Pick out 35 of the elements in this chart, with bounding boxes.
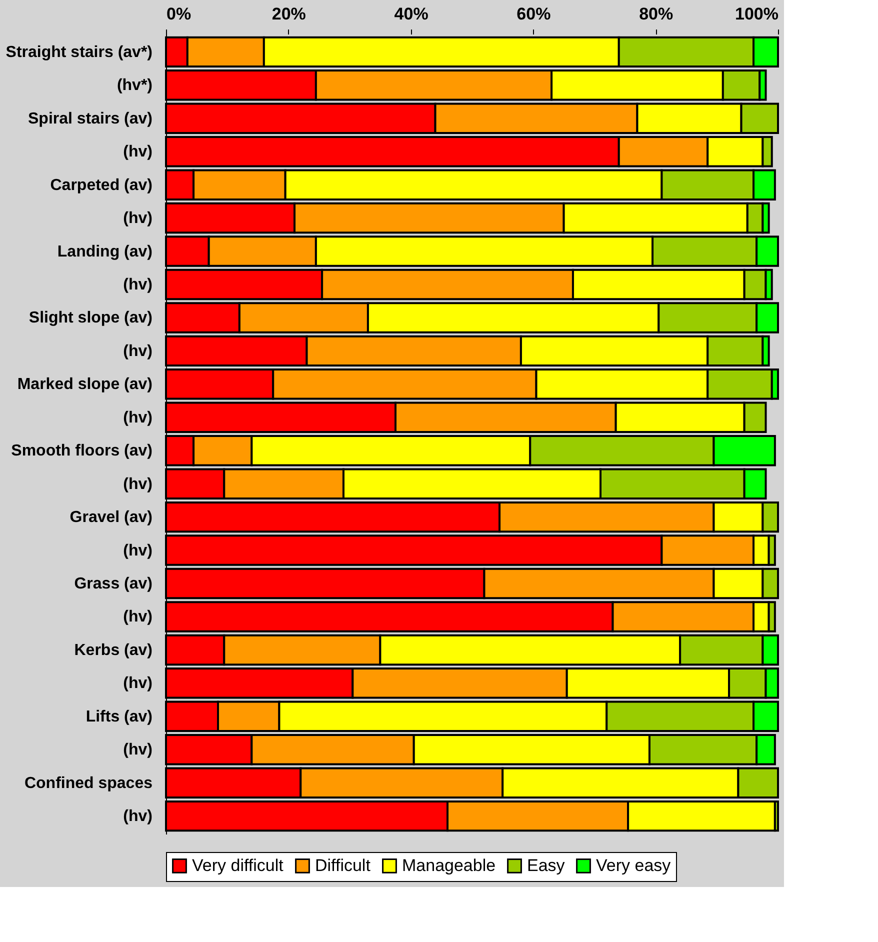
y-tick-label: Confined spaces	[24, 774, 153, 792]
y-tick-label: Spiral stairs (av)	[28, 110, 152, 128]
y-tick-label: (hv)	[123, 542, 152, 560]
y-tick-label: Marked slope (av)	[17, 376, 152, 394]
y-tick-label: (hv)	[123, 742, 152, 759]
x-tick-label: 0%	[166, 4, 192, 24]
y-tick-label: (hv)	[123, 675, 152, 692]
x-tick-label: 100%	[735, 4, 778, 24]
y-tick-label: (hv)	[123, 476, 152, 493]
x-tick-label: 40%	[394, 4, 428, 24]
y-tick-label: (hv*)	[116, 77, 152, 94]
y-tick-label: Carpeted (av)	[50, 176, 152, 194]
y-tick-label: (hv)	[123, 608, 152, 626]
x-tick-label: 80%	[639, 4, 674, 24]
x-tick-label: 20%	[272, 4, 306, 24]
legend-label: Easy	[527, 856, 566, 875]
y-tick-label: (hv)	[123, 409, 152, 426]
y-tick-label: Landing (av)	[57, 243, 152, 260]
y-tick-label: Smooth floors (av)	[11, 442, 152, 460]
y-tick-label: Lifts (av)	[86, 708, 152, 726]
x-tick-label: 60%	[516, 4, 551, 24]
y-tick-label: (hv)	[123, 342, 152, 360]
legend-label: Manageable	[402, 856, 496, 875]
legend-label: Very easy	[596, 856, 672, 875]
y-tick-label: (hv)	[123, 210, 152, 228]
legend-label: Difficult	[315, 856, 371, 875]
y-tick-label: (hv)	[123, 276, 152, 294]
y-tick-label: (hv)	[123, 144, 152, 161]
y-tick-label: Kerbs (av)	[74, 642, 152, 659]
y-tick-label: Gravel (av)	[70, 509, 152, 526]
y-tick-label: Slight slope (av)	[28, 310, 152, 327]
y-tick-label: (hv)	[123, 808, 152, 826]
y-tick-label: Straight stairs (av*)	[6, 44, 152, 61]
y-tick-label: Grass (av)	[74, 576, 152, 592]
legend-label: Very difficult	[192, 856, 284, 875]
